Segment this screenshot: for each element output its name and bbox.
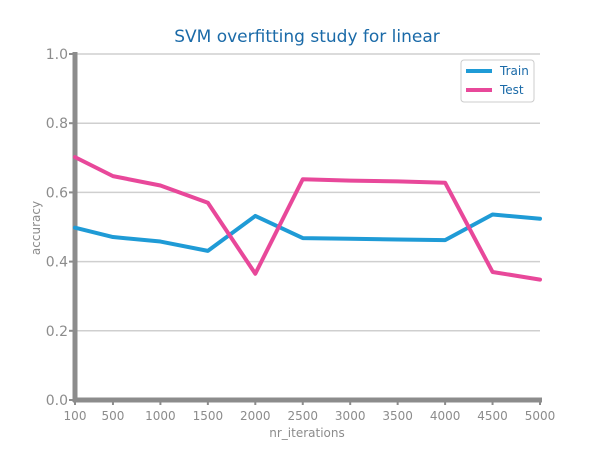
y-tick-label: 0.0	[46, 393, 68, 409]
x-tick-label: 4500	[477, 409, 508, 423]
x-tick-label: 3500	[382, 409, 413, 423]
y-tick-label: 0.2	[46, 324, 68, 340]
y-tick-label: 0.4	[46, 255, 68, 271]
chart-title: SVM overfitting study for linear	[174, 27, 440, 47]
x-tick-label: 4000	[430, 409, 461, 423]
y-tick-label: 1.0	[46, 47, 68, 63]
x-tick-label: 2500	[287, 409, 318, 423]
x-tick-label: 500	[102, 409, 125, 423]
x-tick-label: 2000	[240, 409, 271, 423]
legend-label-train: Train	[499, 64, 529, 78]
y-tick-label: 0.6	[46, 185, 68, 201]
x-tick-label: 5000	[525, 409, 556, 423]
x-tick-label: 100	[64, 409, 87, 423]
legend: Train Test	[460, 59, 535, 103]
y-tick-label: 0.8	[46, 116, 68, 132]
series-line-test	[73, 155, 542, 282]
series-layer	[73, 155, 542, 282]
x-tick-label: 1500	[193, 409, 224, 423]
y-axis-label: accuracy	[29, 201, 43, 255]
x-tick-label: 1000	[145, 409, 176, 423]
grid-layer	[75, 53, 540, 332]
x-tick-label: 3000	[335, 409, 366, 423]
series-line-train	[73, 212, 542, 253]
x-axis-label: nr_iterations	[269, 426, 345, 440]
legend-label-test: Test	[499, 83, 524, 97]
